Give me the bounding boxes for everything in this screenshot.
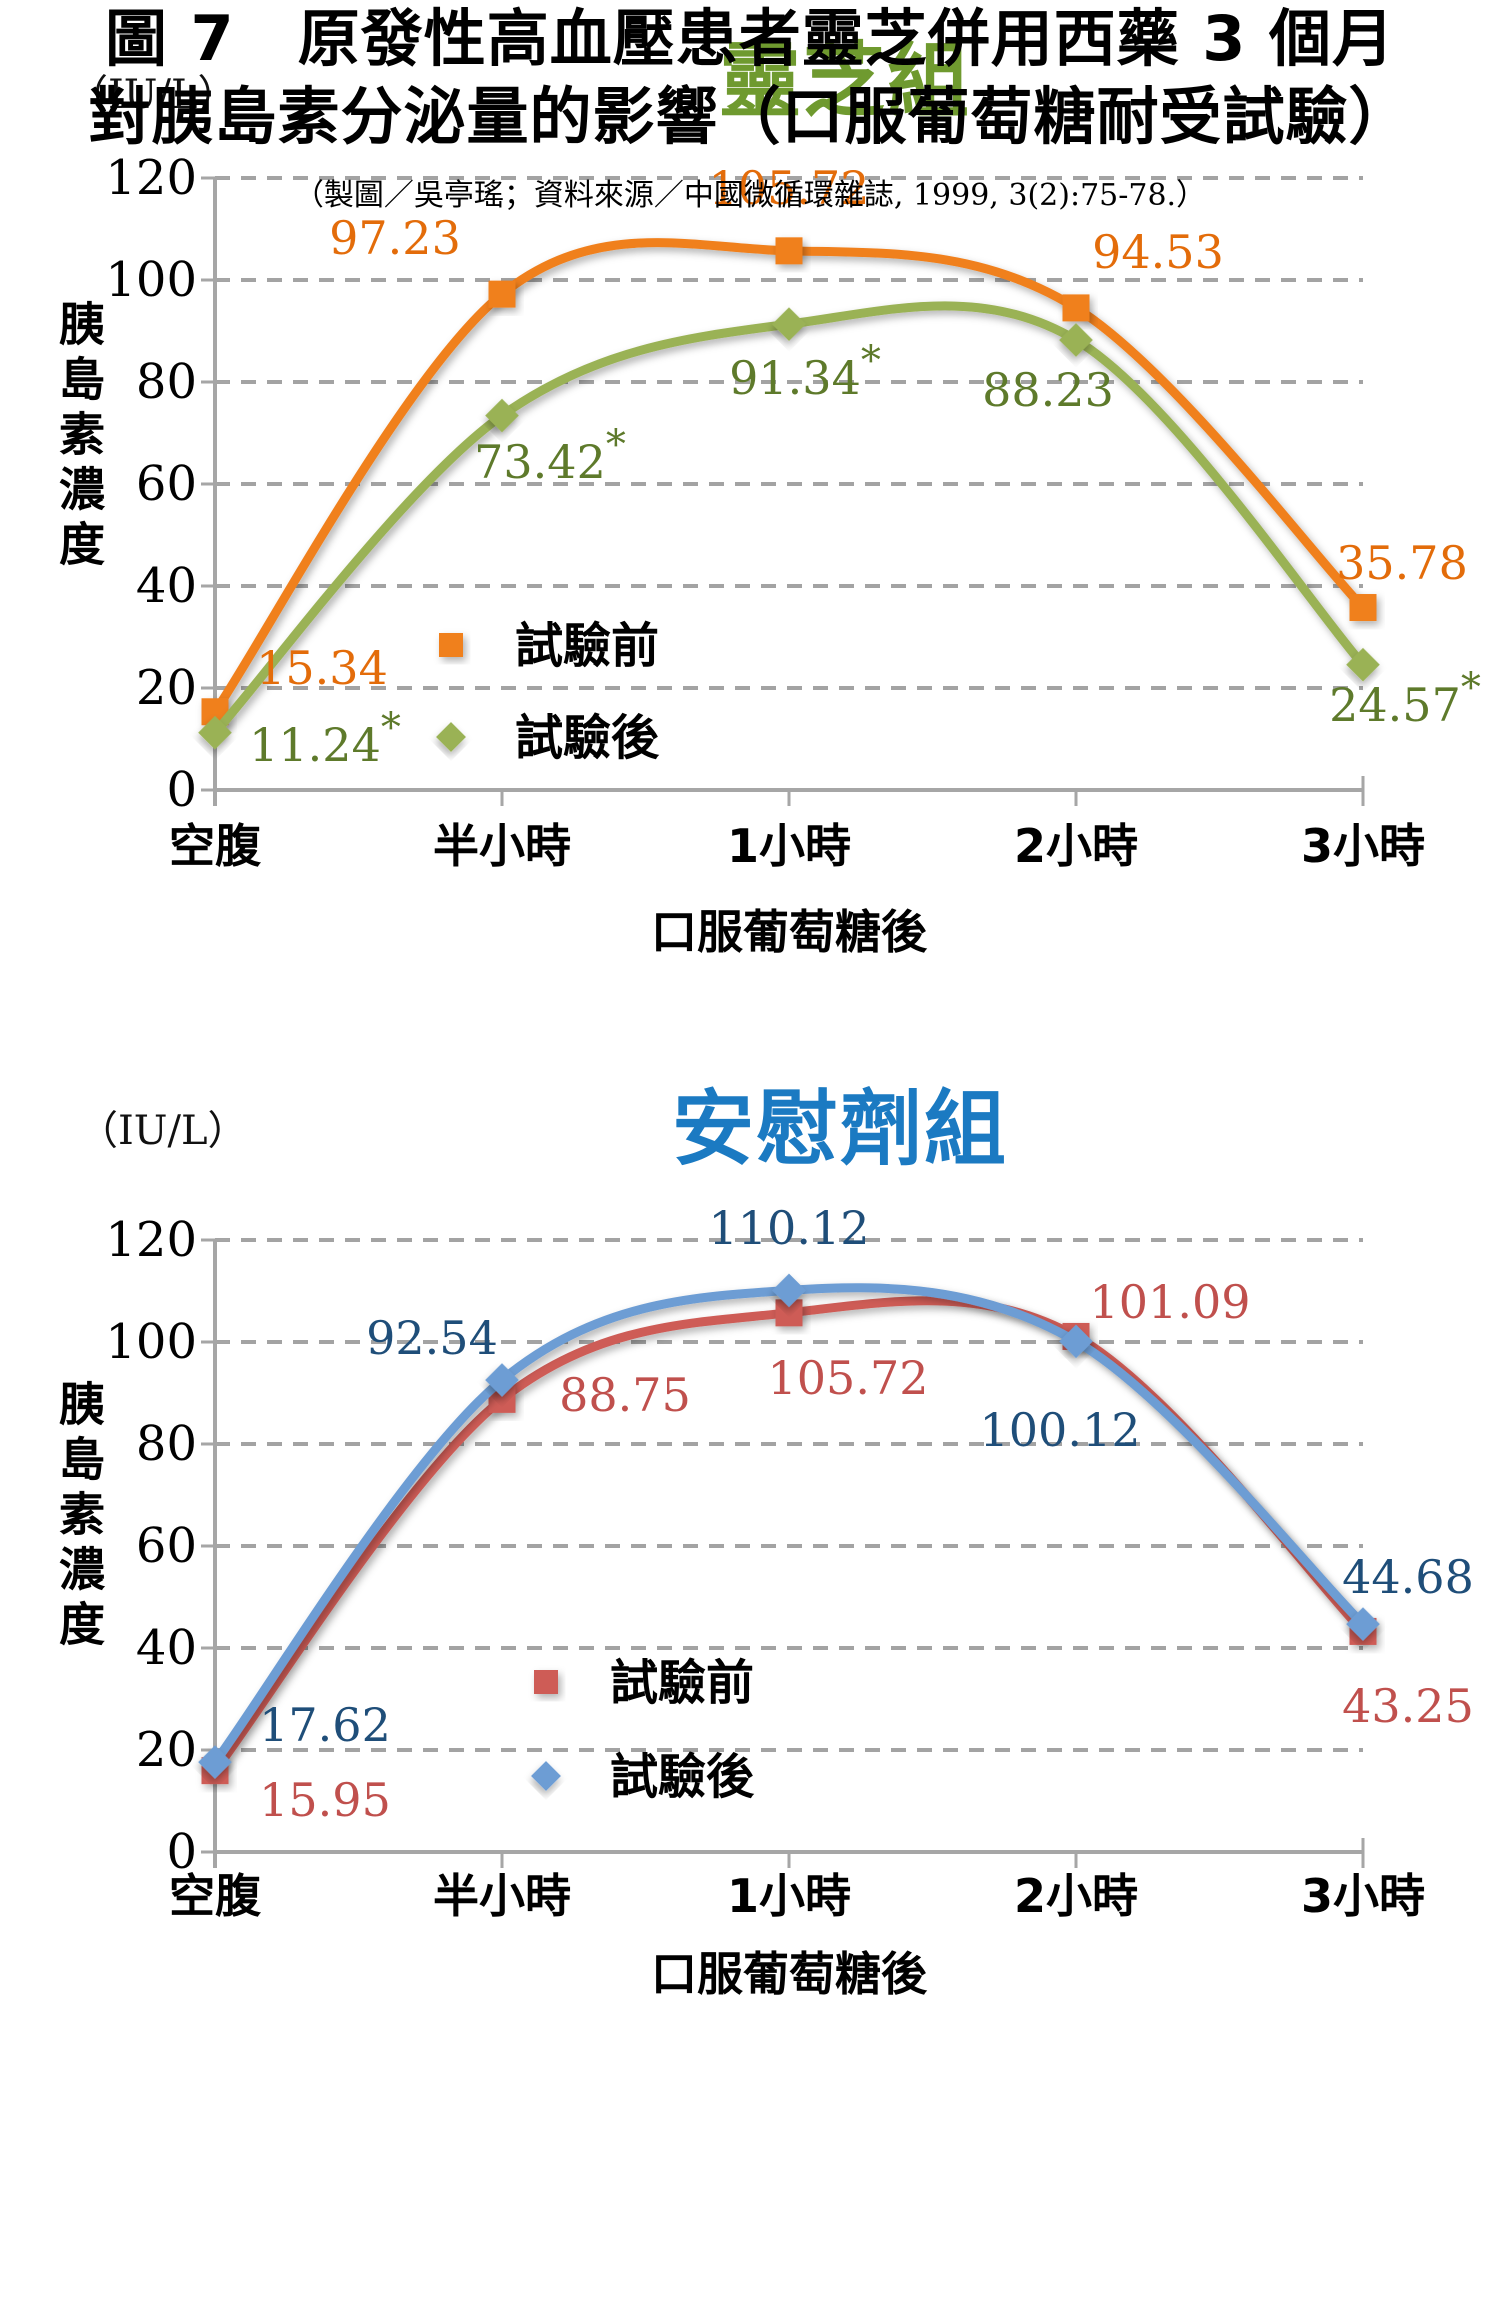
data-point-marker-s1-p2 — [772, 1273, 806, 1308]
x-tick-label-2: 1小時 — [727, 1869, 851, 1923]
data-point-marker-s1-p3 — [1059, 323, 1093, 357]
chart-title-lingzhi: 靈芝組 — [718, 34, 972, 129]
data-point-marker-s0-p4 — [1349, 594, 1377, 622]
data-label-s0-p1: 97.23 — [329, 211, 461, 265]
x-tick-label-4: 3小時 — [1301, 819, 1425, 873]
y-tick-label-120: 120 — [105, 1212, 197, 1268]
legend-swatch-marker-1 — [436, 722, 466, 752]
data-point-marker-s1-p1 — [485, 1363, 519, 1397]
y-tick-label-0: 0 — [166, 1824, 197, 1880]
data-label-s0-p3: 94.53 — [1092, 225, 1224, 279]
legend-label-0: 試驗前 — [515, 618, 659, 674]
y-tick-label-20: 20 — [136, 660, 197, 716]
data-point-marker-s1-p4 — [1346, 647, 1380, 682]
x-tick-label-1: 半小時 — [433, 819, 571, 873]
data-label-s0-p0: 15.95 — [259, 1773, 391, 1827]
y-axis-title-bottom: 胰島素濃度 — [52, 1380, 106, 1655]
y-tick-label-60: 60 — [136, 456, 197, 512]
caption-line-2: 對胰島素分泌量的影響（口服葡萄糖耐受試驗） — [88, 80, 1412, 154]
y-tick-label-40: 40 — [136, 558, 197, 614]
y-tick-label-100: 100 — [105, 1314, 197, 1370]
y-unit-label-bottom: （IU/L） — [78, 1108, 248, 1154]
data-point-marker-s0-p2 — [775, 237, 803, 265]
legend-swatch-marker-1 — [531, 1761, 561, 1791]
data-label-s1-p4: 24.57* — [1329, 665, 1481, 732]
x-tick-label-0: 空腹 — [169, 819, 262, 873]
x-tick-label-0: 空腹 — [169, 1869, 262, 1923]
plot-lingzhi-group: 0 20 40 60 80 100 120 空腹 半小時 1小時 2小時 3小時 15.34 97.23 1… — [105, 150, 1480, 873]
data-label-s0-p2: 105.72 — [768, 1351, 929, 1405]
x-tick-label-3: 2小時 — [1014, 819, 1138, 873]
chart-title-placebo: 安慰劑組 — [671, 1082, 1009, 1177]
data-point-marker-s1-p1 — [485, 398, 519, 433]
legend-swatch-marker-0 — [439, 633, 463, 657]
y-tick-label-120: 120 — [105, 150, 197, 206]
data-label-s0-p0: 15.34 — [256, 641, 388, 695]
data-label-s0-p2: 105.72 — [709, 161, 870, 215]
legend-label-1: 試驗後 — [610, 1749, 755, 1805]
data-point-marker-s0-p3 — [1062, 294, 1090, 322]
data-point-marker-s1-p4 — [1346, 1607, 1380, 1641]
y-tick-label-80: 80 — [136, 1416, 197, 1472]
data-label-s0-p4: 35.78 — [1336, 536, 1468, 590]
y-tick-label-40: 40 — [136, 1620, 197, 1676]
y-tick-label-100: 100 — [105, 252, 197, 308]
data-label-s1-p2: 91.34* — [729, 338, 881, 405]
x-tick-label-3: 2小時 — [1014, 1869, 1138, 1923]
data-label-s1-p1: 73.42* — [474, 422, 626, 489]
caption-source: （製圖／吳亭瑤；資料來源／中國微循環雜誌, 1999, 3(2):75-78.） — [293, 178, 1207, 214]
x-tick-label-4: 3小時 — [1301, 1869, 1425, 1923]
x-tick-label-1: 半小時 — [433, 1869, 571, 1923]
legend-label-0: 試驗前 — [610, 1655, 754, 1711]
y-tick-label-80: 80 — [136, 354, 197, 410]
data-label-s0-p3: 101.09 — [1090, 1275, 1251, 1329]
data-label-s1-p3: 100.12 — [980, 1403, 1141, 1457]
data-label-s1-p0: 11.24* — [249, 705, 401, 772]
data-label-s1-p3: 88.23 — [982, 363, 1114, 417]
data-point-marker-s1-p2 — [772, 307, 806, 341]
x-axis-title-bottom: 口服葡萄糖後 — [651, 1947, 927, 2001]
y-axis-title-top: 胰島素濃度 — [52, 300, 106, 575]
figure-caption: 圖 7 原發性高血壓患者靈芝併用西藥 3 個月 對胰島素分泌量的影響（口服葡萄糖… — [0, 0, 1500, 214]
data-label-s0-p4: 43.25 — [1342, 1679, 1474, 1733]
y-tick-label-0: 0 — [166, 762, 197, 818]
data-label-s1-p2: 110.12 — [709, 1201, 870, 1255]
data-point-marker-s0-p1 — [488, 280, 516, 308]
plot-placebo-group: 0 20 40 60 80 100 120 空腹 半小時 1小時 2小時 3小時 15.95 88.75 1… — [105, 1201, 1473, 1923]
x-axis-title-top: 口服葡萄糖後 — [651, 905, 927, 959]
y-tick-label-60: 60 — [136, 1518, 197, 1574]
x-tick-label-2: 1小時 — [727, 819, 851, 873]
y-unit-label-top: （IU/L） — [68, 72, 238, 118]
legend-swatch-marker-0 — [534, 1670, 558, 1694]
y-tick-label-20: 20 — [136, 1722, 197, 1778]
data-label-s0-p1: 88.75 — [559, 1368, 691, 1422]
caption-line-1: 圖 7 原發性高血壓患者靈芝併用西藥 3 個月 — [104, 2, 1396, 75]
data-label-s1-p1: 92.54 — [366, 1311, 498, 1365]
legend-label-1: 試驗後 — [515, 710, 660, 766]
data-label-s1-p4: 44.68 — [1342, 1550, 1474, 1604]
data-label-s1-p0: 17.62 — [259, 1698, 391, 1752]
